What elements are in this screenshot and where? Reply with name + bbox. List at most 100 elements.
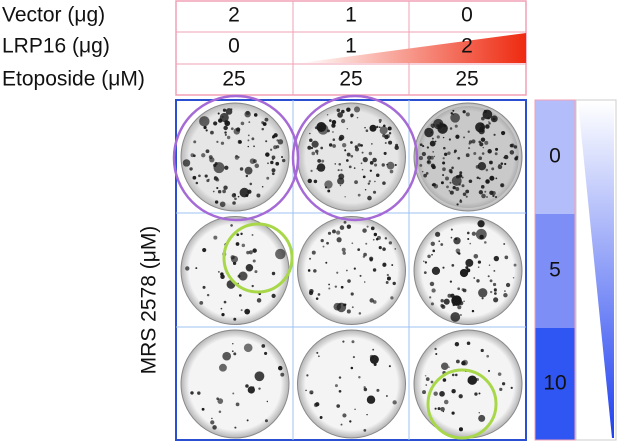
colony bbox=[389, 169, 394, 174]
colony bbox=[381, 163, 385, 167]
colony bbox=[220, 307, 223, 310]
colony bbox=[504, 290, 506, 293]
colony bbox=[256, 193, 261, 198]
colony bbox=[213, 163, 217, 168]
colony bbox=[244, 111, 251, 118]
colony bbox=[232, 201, 236, 205]
colony bbox=[234, 155, 239, 160]
colony bbox=[455, 187, 460, 191]
colony bbox=[431, 253, 433, 256]
colony bbox=[376, 125, 379, 129]
colony bbox=[465, 189, 470, 194]
colony bbox=[334, 285, 338, 288]
colony bbox=[317, 158, 322, 163]
colony bbox=[247, 189, 252, 194]
colony bbox=[478, 288, 488, 298]
colony bbox=[315, 297, 319, 300]
colony bbox=[445, 176, 449, 181]
colony bbox=[440, 406, 445, 412]
colony bbox=[481, 297, 484, 300]
colony bbox=[338, 162, 342, 166]
colony bbox=[358, 376, 361, 379]
colony bbox=[231, 350, 234, 353]
colony bbox=[493, 292, 497, 295]
colony bbox=[388, 241, 393, 245]
colony bbox=[477, 162, 487, 171]
colony bbox=[362, 228, 367, 233]
colony bbox=[357, 143, 361, 147]
colony bbox=[270, 148, 273, 151]
colony bbox=[224, 131, 227, 134]
colony bbox=[318, 355, 320, 358]
colony bbox=[467, 237, 470, 240]
colony bbox=[369, 354, 379, 364]
colony bbox=[392, 281, 396, 286]
colony bbox=[450, 112, 453, 115]
colony bbox=[459, 268, 469, 278]
colony bbox=[512, 276, 515, 279]
colony bbox=[251, 234, 254, 236]
colony bbox=[456, 359, 460, 364]
colony bbox=[362, 175, 366, 179]
colony bbox=[504, 255, 509, 260]
colony bbox=[369, 124, 377, 132]
colony bbox=[424, 375, 427, 377]
colony bbox=[240, 121, 245, 126]
colony bbox=[346, 107, 351, 112]
colony bbox=[447, 151, 451, 155]
colony bbox=[441, 304, 446, 309]
scale-block bbox=[535, 100, 575, 214]
colony bbox=[216, 140, 219, 143]
colony bbox=[476, 176, 480, 179]
colony bbox=[258, 387, 261, 390]
colony bbox=[309, 138, 313, 142]
colony bbox=[372, 268, 377, 272]
colony bbox=[478, 412, 480, 414]
colony bbox=[475, 228, 487, 240]
colony bbox=[488, 121, 490, 123]
colony bbox=[449, 181, 452, 184]
colony bbox=[394, 248, 397, 250]
colony bbox=[271, 135, 275, 139]
colony bbox=[367, 182, 370, 185]
colony bbox=[442, 167, 446, 172]
well bbox=[180, 329, 290, 439]
colony bbox=[306, 374, 309, 377]
colony bbox=[432, 151, 434, 153]
colony bbox=[505, 282, 511, 288]
colony bbox=[461, 288, 465, 292]
colony bbox=[364, 126, 366, 129]
colony bbox=[363, 387, 368, 392]
colony bbox=[328, 287, 331, 290]
colony bbox=[262, 122, 266, 126]
colony bbox=[310, 392, 313, 395]
colony bbox=[222, 108, 227, 112]
colony bbox=[477, 260, 482, 264]
colony bbox=[226, 135, 231, 140]
colony bbox=[442, 378, 447, 382]
colony bbox=[331, 120, 337, 125]
colony bbox=[232, 261, 237, 266]
colony bbox=[360, 162, 363, 165]
colony bbox=[328, 283, 331, 286]
colony bbox=[216, 186, 219, 190]
colony bbox=[461, 176, 464, 179]
colony bbox=[244, 166, 253, 175]
colony bbox=[254, 371, 265, 382]
colony bbox=[264, 351, 268, 355]
colony bbox=[494, 195, 498, 199]
colony bbox=[489, 279, 493, 283]
row-label: Etoposide (μM) bbox=[2, 68, 145, 91]
colony bbox=[230, 108, 233, 111]
colony bbox=[369, 169, 373, 172]
colony bbox=[272, 158, 275, 161]
colony bbox=[431, 183, 435, 187]
highlight-circle bbox=[291, 94, 419, 222]
colony bbox=[473, 151, 477, 155]
colony bbox=[500, 162, 504, 165]
colony bbox=[473, 277, 476, 279]
colony bbox=[442, 136, 445, 139]
colony bbox=[443, 152, 448, 156]
colony bbox=[466, 341, 471, 345]
colony bbox=[378, 118, 382, 123]
